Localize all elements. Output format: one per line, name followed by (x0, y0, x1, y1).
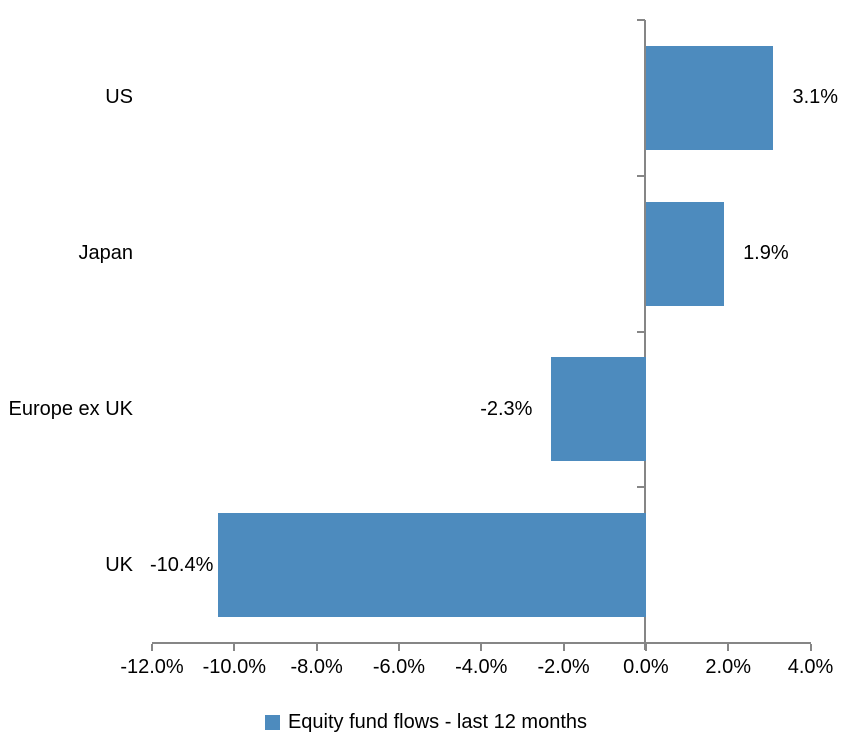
x-axis-tick (233, 644, 236, 651)
category-label-uk: UK (105, 553, 133, 576)
x-axis-tick-label: 2.0% (705, 656, 751, 678)
x-axis-tick-label: -2.0% (537, 656, 590, 678)
y-axis-tick (637, 19, 645, 21)
category-label-us: US (105, 86, 133, 109)
value-label-europe-ex-uk: -2.3% (480, 397, 533, 420)
x-axis-line (152, 642, 811, 644)
x-axis-tick (809, 644, 812, 651)
x-axis-tick (480, 644, 483, 651)
bar-us (645, 45, 774, 150)
x-axis-tick-label: -6.0% (372, 656, 426, 678)
value-label-japan: 1.9% (743, 242, 789, 265)
x-axis-tick (151, 644, 153, 651)
x-axis-tick (562, 644, 565, 651)
category-label-japan: Japan (78, 242, 134, 265)
y-axis-tick (637, 174, 645, 177)
bar-uk (217, 513, 646, 618)
x-axis-tick (727, 644, 730, 651)
x-axis-tick-label: 0.0% (623, 656, 669, 678)
bar-japan (645, 201, 725, 306)
x-axis-tick-label: -8.0% (290, 656, 343, 678)
value-label-us: 3.1% (792, 86, 839, 109)
y-axis-line (644, 20, 646, 650)
legend-swatch (264, 714, 280, 730)
x-axis-tick-label: -4.0% (455, 656, 508, 678)
x-axis-tick-label: 4.0% (787, 656, 834, 678)
x-axis-tick (644, 644, 647, 651)
x-axis-tick (397, 644, 400, 651)
bar-europe-ex-uk (551, 357, 646, 462)
x-axis-tick-label: -10.0% (202, 656, 266, 678)
x-axis-tick (315, 644, 318, 651)
x-axis-tick-label: -12.0% (120, 656, 184, 678)
value-label-uk: -10.4% (150, 553, 214, 576)
y-axis-tick (637, 486, 645, 489)
legend: Equity fund flows - last 12 months (0, 707, 852, 737)
category-label-europe-ex-uk: Europe ex UK (8, 397, 133, 420)
legend-label: Equity fund flows - last 12 months (287, 710, 588, 733)
y-axis-tick (637, 330, 645, 333)
